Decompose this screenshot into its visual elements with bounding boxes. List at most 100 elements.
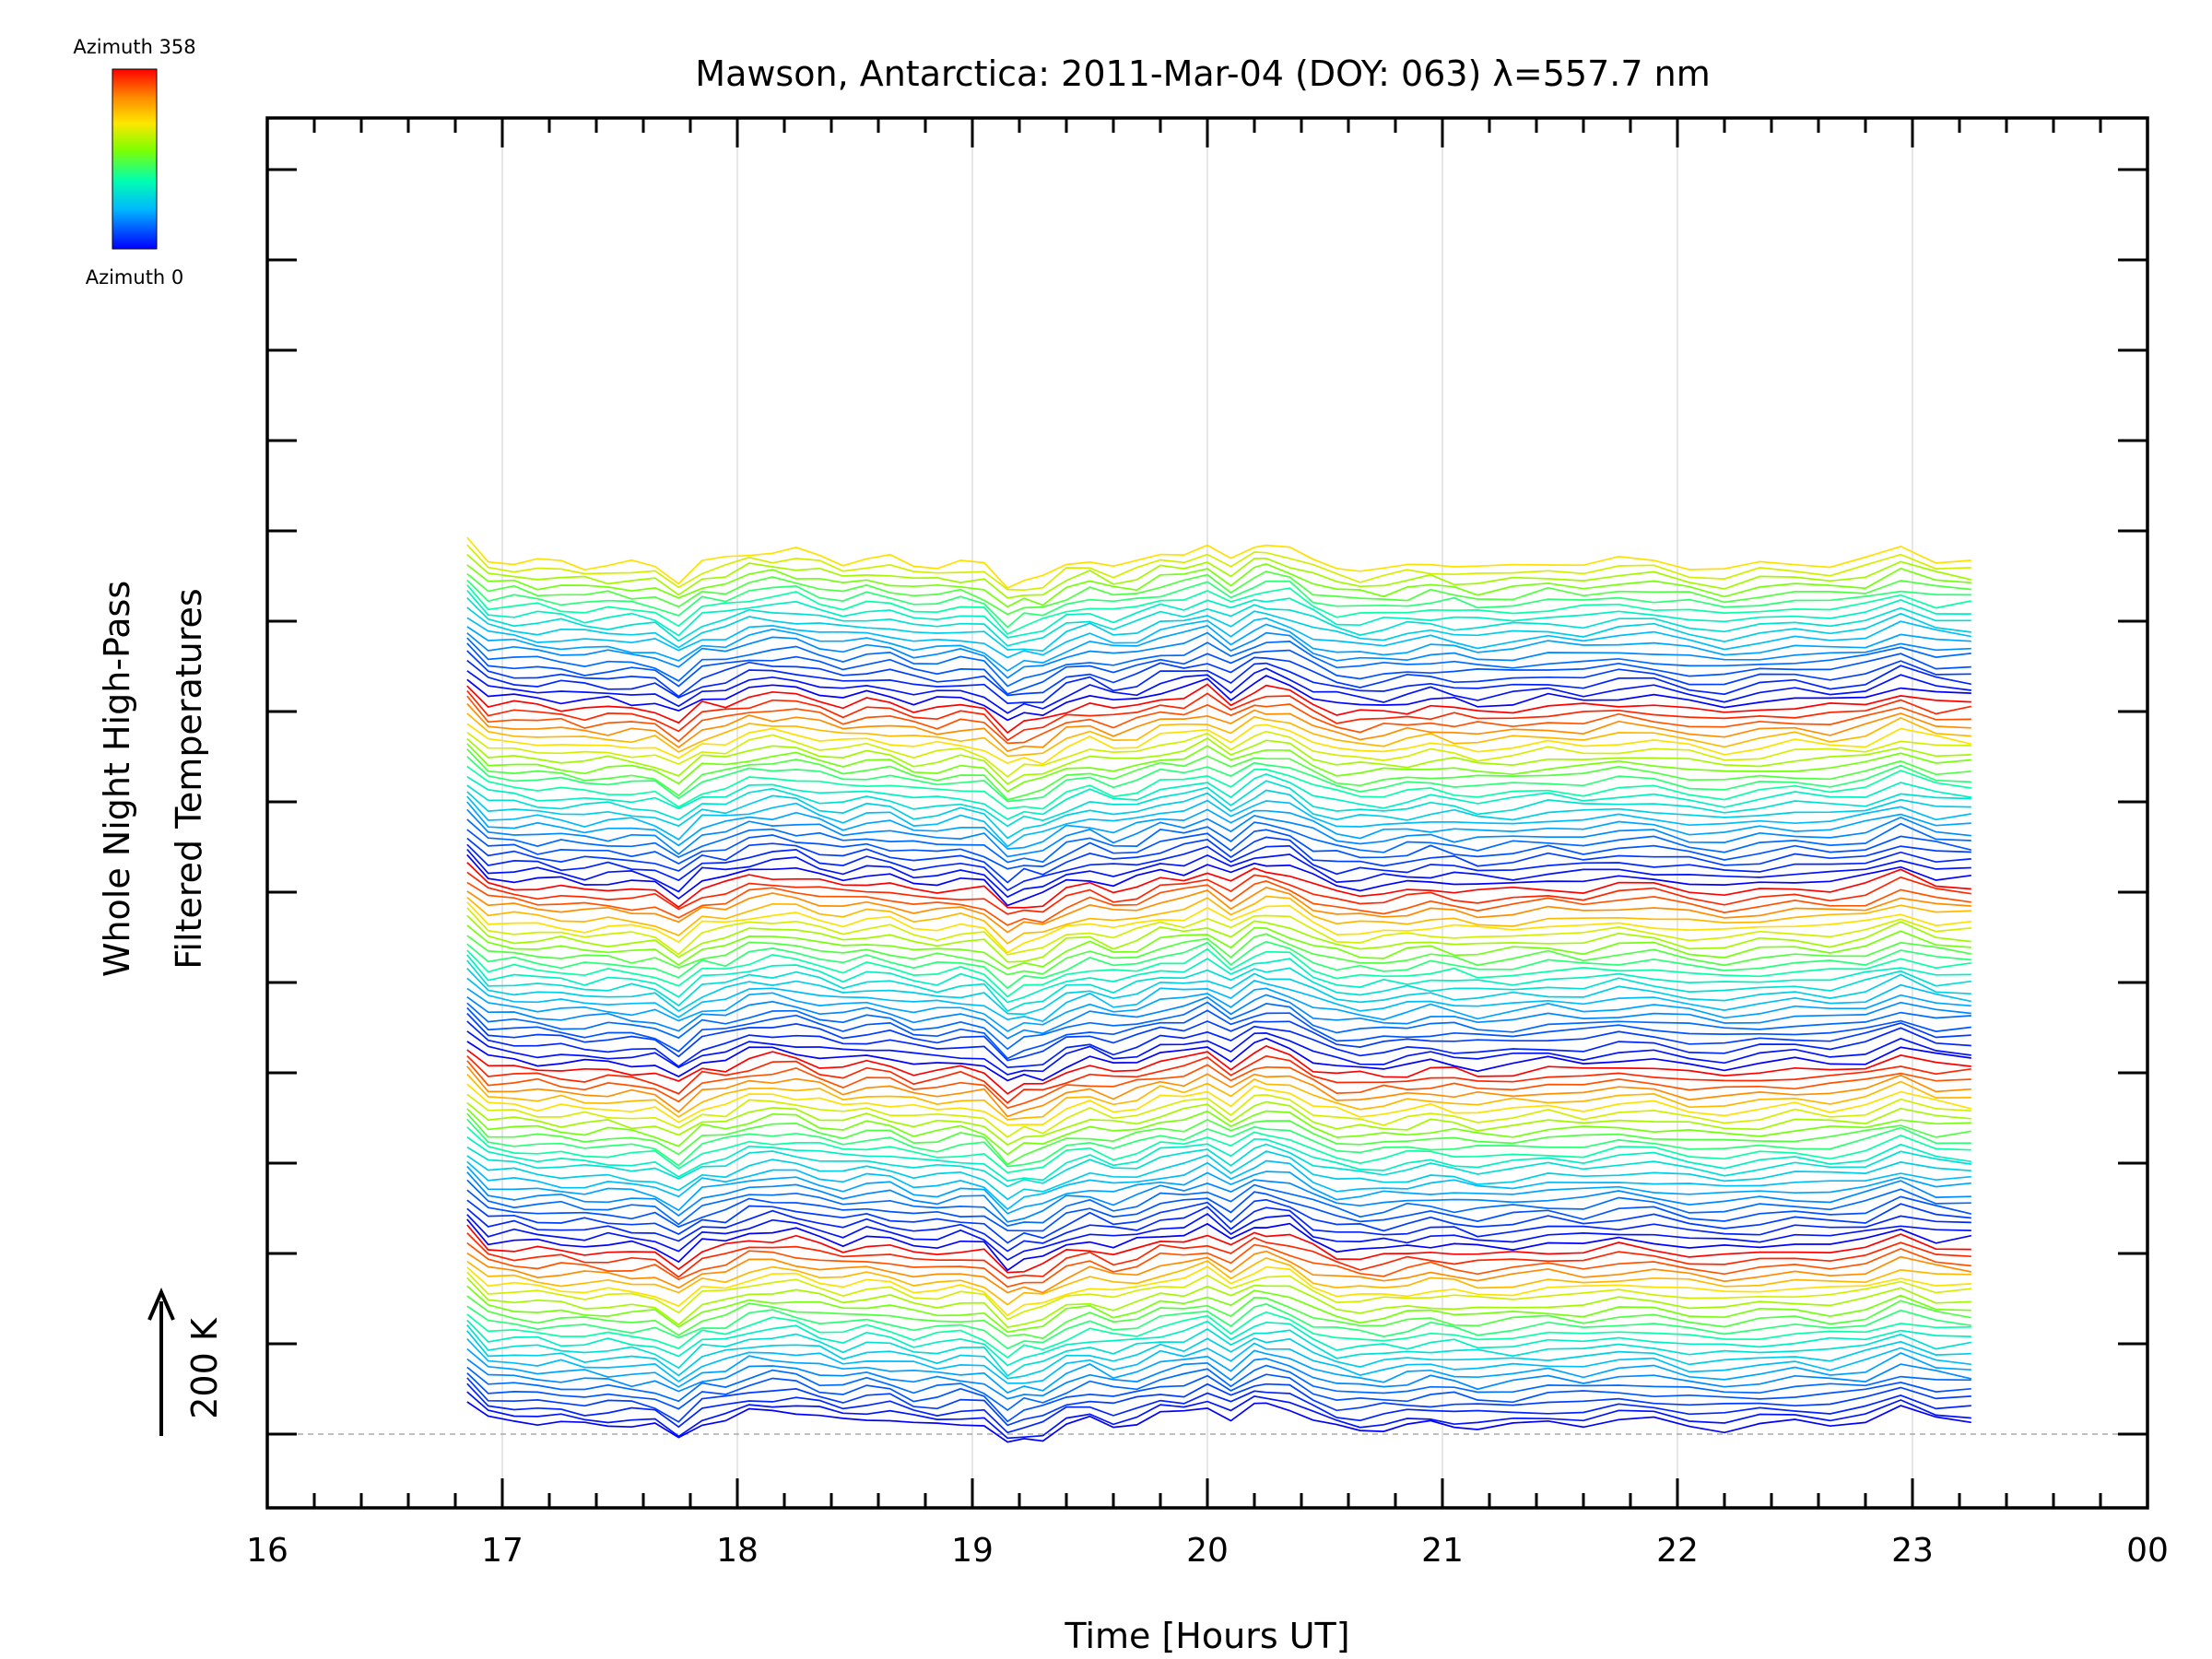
temperature-trace xyxy=(466,947,1971,998)
temperature-trace xyxy=(466,1218,1971,1272)
temperature-trace xyxy=(466,1054,1971,1104)
temperature-trace xyxy=(466,1241,1971,1288)
temperature-trace xyxy=(466,631,1971,679)
temperature-trace xyxy=(466,1083,1972,1126)
temperature-trace xyxy=(466,589,1971,639)
temperature-trace xyxy=(466,659,1971,704)
traces xyxy=(466,536,1972,1443)
temperature-trace xyxy=(466,818,1971,864)
temperature-trace xyxy=(466,667,1971,714)
x-tick-label: 17 xyxy=(481,1532,524,1570)
temperature-trace xyxy=(466,554,1971,599)
temperature-trace xyxy=(466,1065,1971,1118)
temperature-trace xyxy=(466,579,1971,629)
temperature-trace xyxy=(466,895,1971,945)
temperature-trace xyxy=(466,801,1971,850)
temperature-trace xyxy=(466,924,1971,970)
axis-ticks xyxy=(265,118,2149,1508)
temperature-trace xyxy=(466,914,1971,963)
temperature-trace xyxy=(466,642,1971,695)
temperature-trace xyxy=(466,1006,1971,1060)
temperature-trace xyxy=(466,886,1971,934)
temperature-trace xyxy=(466,843,1971,892)
temperature-trace xyxy=(466,544,1971,592)
temperature-trace xyxy=(466,1136,1971,1182)
temperature-trace xyxy=(466,1143,1971,1188)
temperature-trace xyxy=(466,1358,1971,1400)
temperature-trace xyxy=(466,1100,1971,1147)
colorbar xyxy=(112,68,158,250)
x-tick-label: 22 xyxy=(1656,1532,1699,1570)
temperature-trace xyxy=(466,994,1971,1040)
temperature-trace xyxy=(466,880,1971,926)
scale-arrow-head xyxy=(147,1287,175,1321)
temperature-trace xyxy=(466,675,1971,722)
temperature-trace xyxy=(466,1271,1971,1321)
x-tick-label: 00 xyxy=(2126,1532,2169,1570)
temperature-trace xyxy=(466,853,1971,907)
temperature-trace xyxy=(466,1311,1971,1359)
temperature-trace xyxy=(466,933,1971,976)
x-tick-label: 20 xyxy=(1186,1532,1229,1570)
temperature-trace xyxy=(466,730,1971,778)
temperature-trace xyxy=(466,695,1971,745)
temperature-trace xyxy=(466,1159,1971,1211)
temperature-trace xyxy=(466,1165,1971,1215)
x-tick-labels: 16 17 18 19 20 21 22 23 00 xyxy=(246,1532,2169,1570)
temperature-trace xyxy=(466,1364,1971,1412)
temperature-trace xyxy=(466,1295,1971,1340)
temperature-trace xyxy=(466,871,1971,915)
temperature-trace xyxy=(466,597,1971,647)
temperature-trace xyxy=(466,1060,1971,1110)
temperature-trace xyxy=(466,808,1971,858)
temperature-trace xyxy=(466,606,1971,652)
temperature-trace xyxy=(466,1108,1971,1156)
scale-label: 200 K xyxy=(184,1317,225,1419)
temperature-trace xyxy=(466,1020,1971,1068)
temperature-trace xyxy=(466,1179,1971,1228)
temperature-trace xyxy=(466,563,1971,608)
colorbar-bottom-label: Azimuth 0 xyxy=(86,266,184,288)
temperature-trace xyxy=(466,1302,1971,1350)
temperature-trace xyxy=(466,1377,1971,1427)
temperature-trace xyxy=(466,748,1971,801)
temperature-trace xyxy=(466,1073,1971,1121)
temperature-trace xyxy=(466,1324,1971,1377)
temperature-trace xyxy=(466,1044,1971,1095)
temperature-trace xyxy=(466,1093,1971,1138)
temperature-trace xyxy=(466,1319,1971,1367)
temperature-trace xyxy=(466,1118,1971,1168)
colorbar-top-label: Azimuth 358 xyxy=(73,36,195,58)
temperature-trace xyxy=(466,1265,1971,1317)
temperature-trace xyxy=(466,1212,1971,1262)
temperature-trace xyxy=(466,1330,1971,1380)
x-tick-label: 19 xyxy=(951,1532,994,1570)
temperature-trace xyxy=(466,780,1971,828)
temperature-trace xyxy=(466,1012,1971,1062)
temperature-trace xyxy=(466,862,1971,909)
y-axis-title-line2: Filtered Temperatures xyxy=(169,588,209,969)
temperature-trace xyxy=(466,977,1971,1023)
temperature-trace xyxy=(466,968,1971,1016)
temperature-trace xyxy=(466,1150,1971,1201)
temperature-trace xyxy=(466,689,1971,742)
temperature-trace xyxy=(466,737,1971,785)
temperature-trace xyxy=(466,1382,1971,1434)
x-tick-label: 23 xyxy=(1891,1532,1934,1570)
grid-lines xyxy=(501,118,1913,1508)
temperature-trace xyxy=(466,1391,1971,1440)
temperature-trace xyxy=(466,765,1971,810)
temperature-trace xyxy=(466,1277,1971,1329)
temperature-trace xyxy=(466,1126,1971,1174)
temperature-trace xyxy=(466,723,1971,765)
temperature-trace xyxy=(466,954,1971,1004)
temperature-trace xyxy=(466,1224,1971,1274)
temperature-trace xyxy=(466,789,1971,840)
temperature-trace xyxy=(466,901,1971,954)
temperature-trace xyxy=(466,1256,1971,1306)
temperature-trace xyxy=(466,1171,1971,1223)
temperature-trace xyxy=(466,772,1971,820)
temperature-trace xyxy=(466,1250,1971,1294)
temperature-trace xyxy=(466,848,1971,899)
y-axis-title-line1: Whole Night High-Pass xyxy=(97,581,137,977)
